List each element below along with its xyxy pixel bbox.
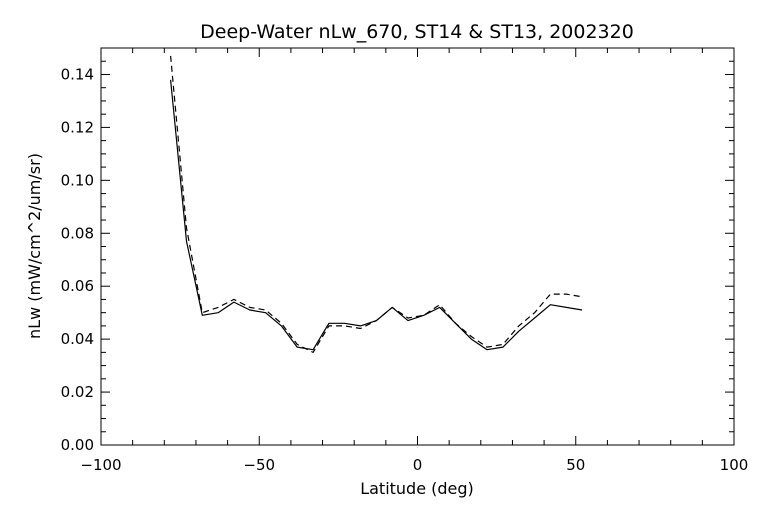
series-line-solid — [170, 79, 583, 351]
y-tick-label: 0.12 — [61, 118, 94, 136]
x-tick-label: 50 — [566, 456, 585, 474]
y-tick-label: 0.08 — [61, 224, 94, 242]
y-tick-label: 0.00 — [61, 436, 94, 454]
y-tick-label: 0.04 — [61, 330, 94, 348]
x-tick-label: −50 — [243, 456, 275, 474]
x-tick-labels: −100 −50 0 50 100 — [80, 456, 748, 474]
x-axis-label: Latitude (deg) — [360, 479, 474, 498]
y-tick-labels: 0.00 0.02 0.04 0.06 0.08 0.10 0.12 0.14 — [61, 65, 94, 454]
chart-title: Deep-Water nLw_670, ST14 & ST13, 2002320 — [200, 21, 634, 43]
x-tick-label: 100 — [720, 456, 749, 474]
series-group — [170, 55, 583, 353]
y-tick-label: 0.14 — [61, 65, 94, 83]
y-tick-label: 0.06 — [61, 277, 94, 295]
x-tick-label: 0 — [413, 456, 423, 474]
series-line-dashed — [170, 55, 583, 353]
y-tick-label: 0.02 — [61, 383, 94, 401]
axis-ticks — [100, 48, 735, 446]
plot-frame — [100, 47, 735, 446]
x-tick-label: −100 — [80, 456, 121, 474]
y-tick-label: 0.10 — [61, 171, 94, 189]
y-axis-label: nLw (mW/cm^2/um/sr) — [25, 153, 44, 339]
